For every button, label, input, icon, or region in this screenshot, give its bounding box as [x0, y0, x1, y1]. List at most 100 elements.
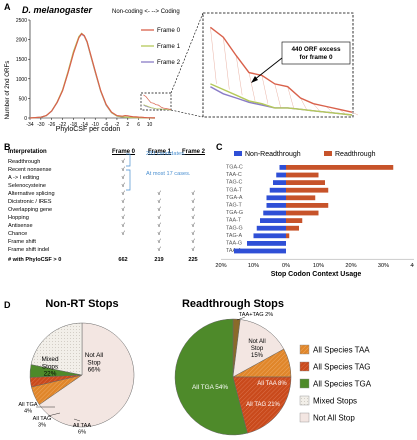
non-readthrough-bar	[260, 218, 286, 223]
row-frame-2: √	[191, 231, 195, 237]
x-tick-label: 10%	[248, 263, 259, 269]
x-tick-label: 2	[126, 122, 129, 128]
readthrough-bar	[286, 203, 329, 208]
row-label: Hopping	[8, 215, 29, 221]
legend-swatch	[299, 412, 310, 423]
legend-swatch	[299, 378, 310, 389]
annotation-box	[281, 41, 351, 65]
row-label: Antisense	[8, 223, 33, 229]
non-readthrough-bar	[266, 203, 286, 208]
slice-not-all-stop	[38, 322, 135, 428]
header-frame-1: Frame 1	[148, 149, 172, 155]
row-frame-2: √	[191, 191, 195, 197]
slice-not-all-stop	[232, 319, 285, 378]
row-frame-2: √	[191, 223, 195, 229]
non-readthrough-bar	[253, 233, 286, 239]
non-rt-title: Non-RT Stops	[45, 298, 118, 310]
x-tick-label: -14	[81, 122, 88, 128]
panel-b-letter: B	[4, 142, 11, 152]
context-label: TGA-C	[226, 165, 243, 171]
context-label: TGA-A	[226, 195, 243, 201]
readthrough-bar	[286, 172, 319, 178]
row-frame-1: √	[157, 199, 161, 205]
zoom-connector-top	[170, 12, 204, 94]
row-frame-2: √	[191, 199, 195, 205]
panel-d-pie-charts: Non-RT Stops Readthrough Stops Not All St…	[18, 298, 371, 436]
header-frame-0: Frame 0	[112, 149, 136, 155]
panel-b-brackets	[126, 153, 131, 191]
legend-swatch	[299, 395, 310, 406]
row-frame-1: √	[157, 239, 161, 245]
label-all-taa-rt: All TAA 8%	[257, 381, 287, 387]
panel-d-letter: D	[4, 300, 11, 310]
readthrough-bar	[286, 187, 329, 193]
row-label: Recent nonsense	[8, 167, 52, 173]
legend-swatch	[299, 344, 310, 355]
panel-c-letter: C	[216, 142, 223, 152]
x-tick-label: 20%	[215, 263, 226, 269]
row-frame-1: √	[157, 215, 161, 221]
context-label: TAG-T	[226, 203, 242, 209]
context-label: TAA-A	[226, 248, 242, 254]
context-label: TAA-T	[226, 218, 242, 224]
x-tick-label: 20%	[345, 263, 356, 269]
total-frame-1: 219	[154, 257, 164, 263]
row-frame-0: √	[121, 167, 125, 173]
panel-a-species-title: D. melanogaster	[22, 5, 93, 15]
row-frame-1: √	[157, 223, 161, 229]
legend-readthrough: Readthrough	[335, 151, 376, 158]
row-frame-0: √	[121, 191, 125, 197]
excess-hatch-line	[326, 106, 333, 113]
panel-a-legend: Frame 0 Frame 1 Frame 2	[141, 27, 181, 66]
row-frame-1: √	[157, 207, 161, 213]
leader-tag	[47, 412, 61, 417]
readthrough-bar	[286, 165, 394, 170]
row-frame-2: √	[191, 239, 195, 245]
header-frame-2: Frame 2	[182, 149, 206, 155]
total-frame-2: 225	[188, 257, 198, 263]
x-tick-label: 10%	[313, 263, 324, 269]
context-label: TAG-G	[226, 225, 243, 231]
row-frame-0: √	[121, 183, 125, 189]
x-tick-label: 40%	[410, 263, 414, 269]
panel-c-legend: Non-Readthrough Readthrough	[234, 151, 376, 158]
zoom-inset-box	[202, 12, 354, 118]
context-label: TGA-G	[226, 210, 243, 216]
readthrough-bar	[286, 180, 325, 185]
excess-hatch-line	[235, 55, 243, 96]
non-readthrough-bar	[273, 180, 286, 185]
note-17-cases: At most 17 cases.	[146, 171, 191, 177]
legend-frame-0: Frame 0	[157, 27, 181, 34]
label-mixed-stops: Mixed Stops 22%	[41, 356, 58, 378]
x-tick-label: -34	[26, 122, 33, 128]
label-all-tag: All TAG 3%	[33, 416, 52, 428]
x-tick-label: 10	[147, 122, 153, 128]
zoom-connector-bottom	[170, 109, 204, 118]
row-frame-0: √	[121, 223, 125, 229]
row-label: Readthrough	[8, 159, 41, 165]
annotation-arrow	[253, 57, 283, 81]
excess-hatch-line	[248, 72, 256, 101]
excess-hatch-line	[351, 111, 359, 116]
zoom-source-box	[140, 92, 172, 111]
legend-label: All Species TAG	[313, 363, 371, 372]
readthrough-title: Readthrough Stops	[182, 298, 284, 310]
zoom-series-frame-0	[209, 26, 353, 113]
label-all-tga-rt: All TGA 54%	[192, 384, 228, 391]
legend-non-readthrough: Non-Readthrough	[245, 151, 301, 158]
excess-hatch-line	[261, 75, 269, 104]
series-line-frame-2	[29, 33, 155, 119]
y-tick-label: 2500	[16, 18, 27, 24]
slice-all-tga	[174, 318, 248, 436]
series-line-frame-0	[29, 32, 156, 119]
legend-frame-1: Frame 1	[157, 43, 181, 50]
x-tick-label: -18	[70, 122, 77, 128]
context-label: TGA-T	[226, 187, 243, 193]
slice-mixed-stops	[30, 322, 83, 376]
zoom-series-frame-1	[210, 83, 353, 116]
row-label: Chance	[8, 231, 28, 237]
excess-hatch-line	[313, 103, 320, 111]
excess-hatch-line	[274, 83, 282, 108]
row-frame-0: √	[121, 175, 125, 181]
